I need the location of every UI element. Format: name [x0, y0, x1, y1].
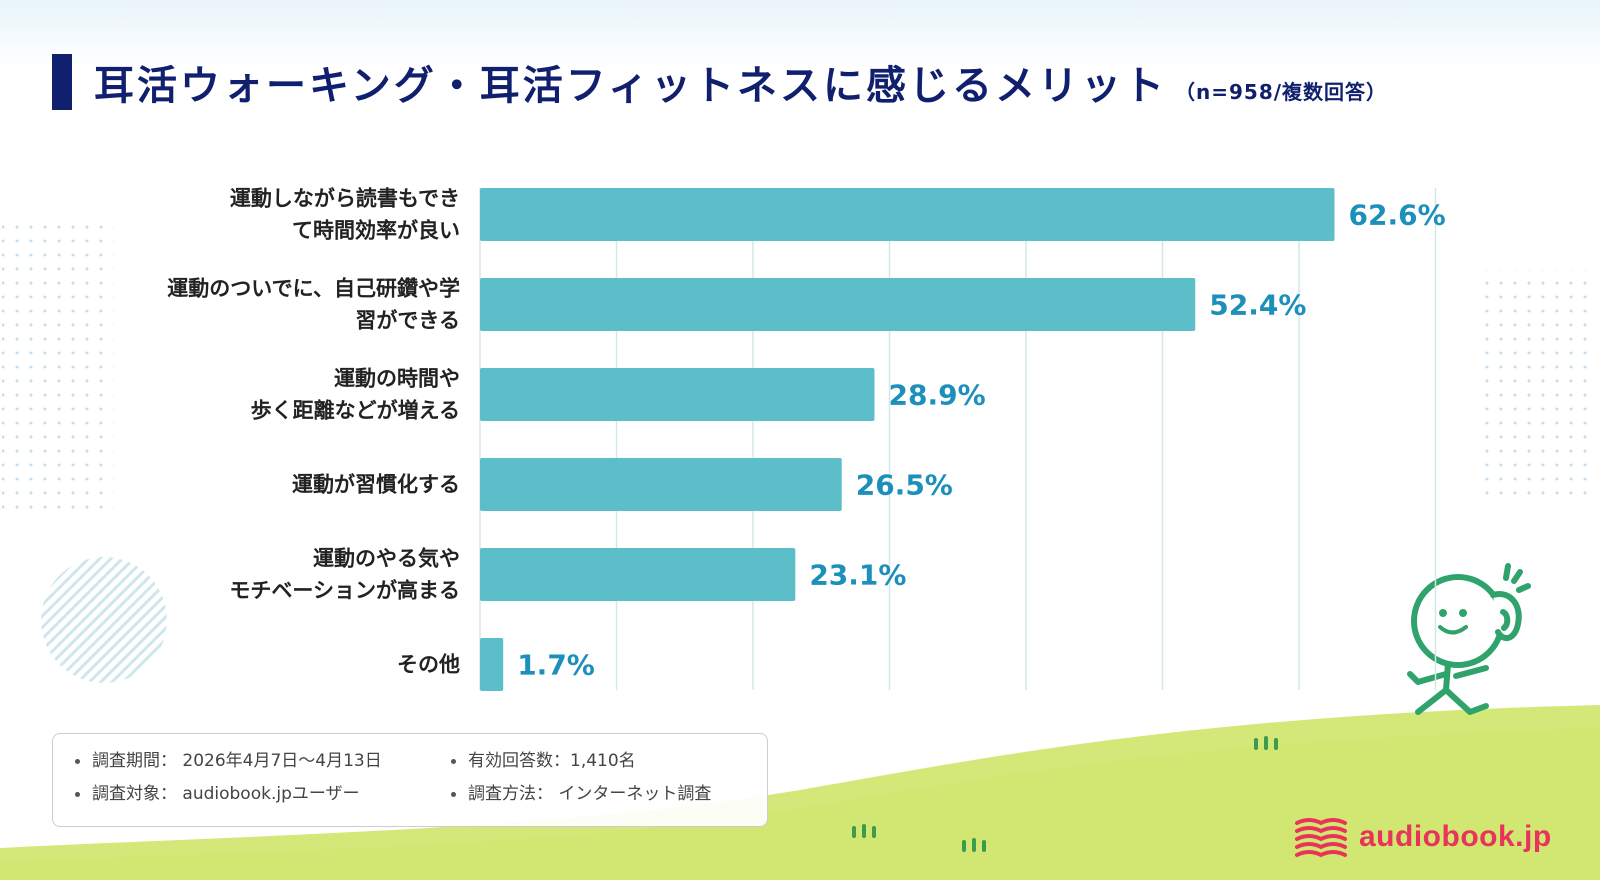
- info-method: 調査方法： インターネット調査: [451, 779, 751, 804]
- logo-text: audiobook.jp: [1359, 820, 1552, 853]
- value-label-1: 52.4%: [1209, 289, 1306, 322]
- title-accent-bar: [52, 54, 72, 110]
- category-label-4-0: 運動のやる気や: [313, 547, 460, 571]
- bar-0: [480, 188, 1335, 241]
- bar-4: [480, 548, 796, 601]
- info-target: 調査対象： audiobook.jpユーザー: [75, 779, 451, 804]
- book-icon: [1295, 818, 1347, 858]
- chart-gridlines: [479, 188, 1437, 690]
- page-subtitle: （n=958/複数回答）: [1175, 79, 1388, 104]
- bar-3: [480, 458, 842, 511]
- category-label-3-0: 運動が習慣化する: [292, 473, 460, 497]
- info-period: 調査期間： 2026年4月7日〜4月13日: [75, 746, 451, 771]
- survey-info-box: 調査期間： 2026年4月7日〜4月13日 有効回答数：1,410名 調査対象：…: [52, 733, 768, 827]
- category-label-0-0: 運動しながら読書もでき: [230, 187, 460, 211]
- value-label-4: 23.1%: [809, 559, 906, 592]
- value-label-5: 1.7%: [517, 649, 595, 682]
- info-valid-responses: 有効回答数：1,410名: [451, 746, 751, 771]
- value-label-0: 62.6%: [1348, 199, 1445, 232]
- category-label-2-1: 歩く距離などが増える: [251, 399, 460, 423]
- category-label-0-1: て時間効率が良い: [292, 219, 460, 243]
- page-title: 耳活ウォーキング・耳活フィットネスに感じるメリット: [94, 63, 1167, 109]
- audiobook-logo: audiobook.jp: [1293, 815, 1552, 859]
- bar-2: [480, 368, 875, 421]
- value-label-3: 26.5%: [856, 469, 953, 502]
- value-label-2: 28.9%: [888, 379, 985, 412]
- title-block: 耳活ウォーキング・耳活フィットネスに感じるメリット （n=958/複数回答）: [52, 54, 1387, 110]
- chart-bars: [480, 188, 1335, 691]
- category-label-5-0: その他: [397, 653, 460, 677]
- bar-5: [480, 638, 504, 691]
- category-label-2-0: 運動の時間や: [334, 367, 460, 391]
- category-label-4-1: モチベーションが高まる: [229, 579, 460, 603]
- category-label-1-0: 運動のついでに、自己研鑽や学: [167, 277, 460, 301]
- bar-1: [480, 278, 1196, 331]
- category-label-1-1: 習ができる: [355, 309, 460, 333]
